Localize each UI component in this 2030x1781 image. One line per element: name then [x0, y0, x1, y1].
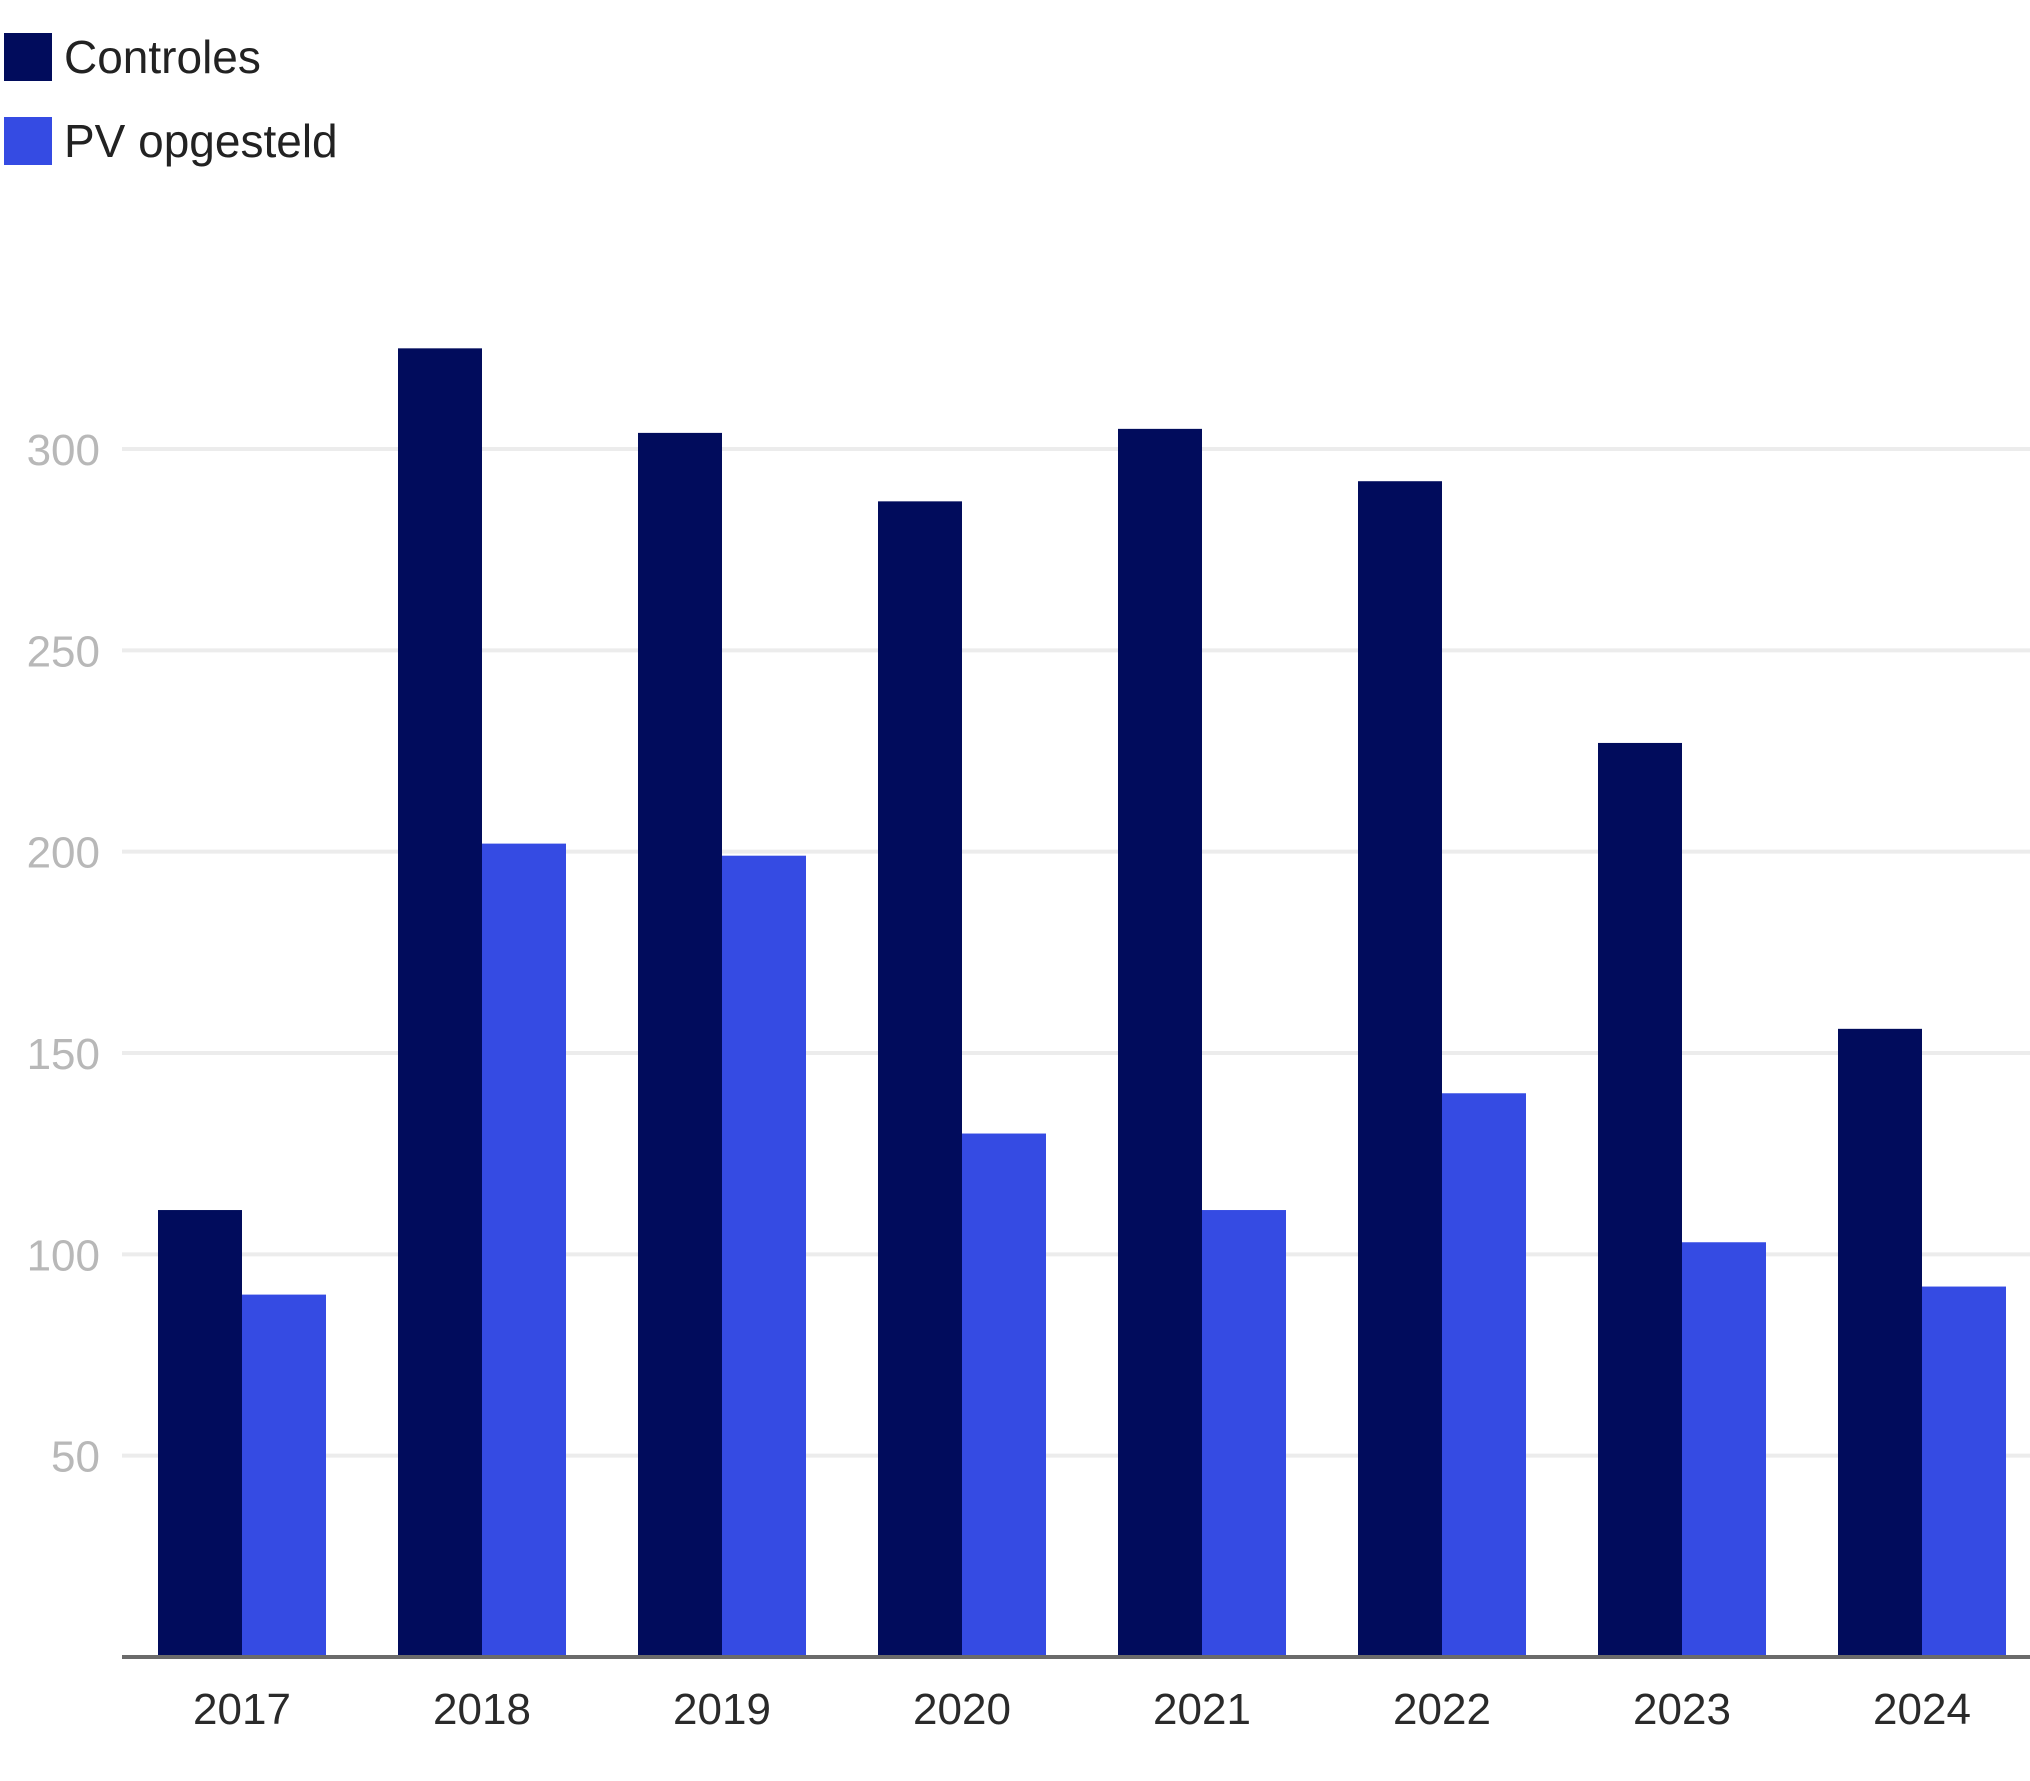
y-axis-tick-labels: 50 100 150 200 250 300 [27, 426, 100, 1482]
legend-label-pv-opgesteld: PV opgesteld [64, 115, 338, 167]
bar-controles-2018 [398, 348, 482, 1657]
bar-pv-opgesteld-2019 [722, 855, 806, 1657]
chart-legend: Controles PV opgesteld [4, 28, 338, 196]
bar-controles-2022 [1358, 481, 1442, 1657]
bar-controles-2024 [1838, 1028, 1922, 1657]
bar-pv-opgesteld-2021 [1202, 1210, 1286, 1657]
bar-pv-opgesteld-2018 [482, 843, 566, 1657]
legend-item-controles: Controles [4, 28, 338, 86]
y-tick-label-100: 100 [27, 1231, 100, 1280]
bar-controles-2023 [1598, 742, 1682, 1657]
x-tick-label-2019: 2019 [673, 1685, 771, 1734]
bar-pv-opgesteld-2017 [242, 1294, 326, 1657]
legend-item-pv-opgesteld: PV opgesteld [4, 112, 338, 170]
legend-swatch-controles [4, 33, 52, 81]
bar-pv-opgesteld-2022 [1442, 1093, 1526, 1657]
x-tick-label-2017: 2017 [193, 1685, 291, 1734]
bar-controles-2017 [158, 1210, 242, 1657]
x-tick-label-2023: 2023 [1633, 1685, 1731, 1734]
y-tick-label-300: 300 [27, 426, 100, 475]
bar-controles-2021 [1118, 428, 1202, 1657]
bar-controles-2019 [638, 432, 722, 1658]
x-tick-label-2022: 2022 [1393, 1685, 1491, 1734]
y-tick-label-150: 150 [27, 1030, 100, 1079]
bar-pv-opgesteld-2023 [1682, 1242, 1766, 1657]
y-tick-label-200: 200 [27, 829, 100, 878]
x-axis-tick-labels: 2017 2018 2019 2020 2021 2022 2023 2024 [193, 1685, 1971, 1734]
y-tick-label-50: 50 [51, 1433, 100, 1482]
x-tick-label-2021: 2021 [1153, 1685, 1251, 1734]
x-tick-label-2020: 2020 [913, 1685, 1011, 1734]
bar-controles-2020 [878, 501, 962, 1657]
legend-label-controles: Controles [64, 31, 261, 83]
x-tick-label-2018: 2018 [433, 1685, 531, 1734]
bar-pv-opgesteld-2024 [1922, 1286, 2006, 1657]
bars [158, 348, 2006, 1658]
legend-swatch-pv-opgesteld [4, 117, 52, 165]
x-tick-label-2024: 2024 [1873, 1685, 1971, 1734]
bar-pv-opgesteld-2020 [962, 1133, 1046, 1657]
y-tick-label-250: 250 [27, 627, 100, 676]
